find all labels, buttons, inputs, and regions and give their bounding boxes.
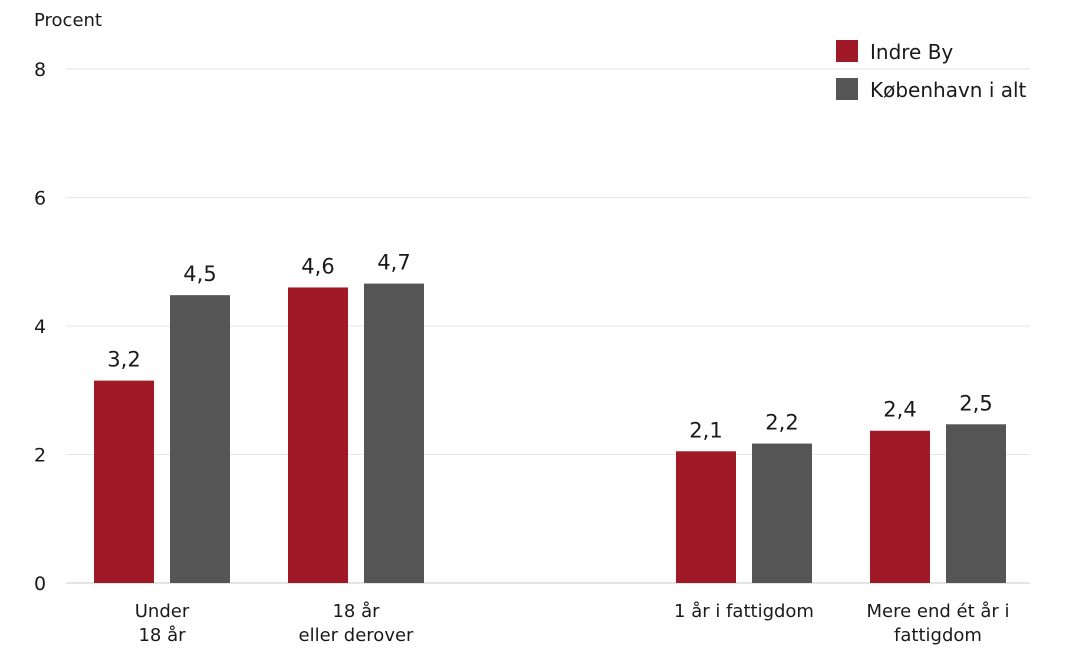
data-label: 2,2	[765, 411, 798, 435]
data-label: 2,1	[689, 418, 722, 442]
data-label: 4,7	[377, 251, 410, 275]
x-axis-categories: Under 18 år 18 år eller derover 1 år i fatti…	[135, 601, 1010, 646]
bar	[870, 430, 930, 583]
bar	[752, 443, 812, 583]
y-tick-label: 2	[34, 445, 46, 467]
bar	[170, 295, 230, 583]
category-label: Under	[135, 601, 190, 622]
category-label: eller derover	[299, 625, 415, 646]
bar	[364, 283, 424, 583]
y-axis-label: Procent	[34, 10, 102, 31]
category-label: Mere end ét år i	[866, 601, 1009, 622]
y-axis-ticks: 0 2 4 6 8	[34, 59, 46, 595]
bar	[946, 424, 1006, 583]
data-label: 3,2	[107, 348, 140, 372]
legend: Indre By København i alt	[836, 40, 1027, 102]
bar	[676, 451, 736, 583]
category-label: 18 år	[332, 601, 380, 622]
legend-swatch	[836, 78, 858, 100]
category-label: fattigdom	[894, 625, 982, 646]
legend-label: Indre By	[870, 40, 953, 64]
y-tick-label: 4	[34, 316, 46, 338]
data-label: 2,4	[883, 398, 916, 422]
data-labels: 3,2 4,5 4,6 4,7 2,1 2,2 2,4 2,5	[107, 251, 992, 443]
y-tick-label: 6	[34, 188, 46, 210]
legend-label: København i alt	[870, 78, 1027, 102]
legend-swatch	[836, 40, 858, 62]
y-tick-label: 8	[34, 59, 46, 81]
data-label: 4,6	[301, 254, 334, 278]
data-label: 4,5	[183, 262, 216, 286]
data-label: 2,5	[959, 391, 992, 415]
category-label: 1 år i fattigdom	[674, 601, 814, 622]
bars	[94, 283, 1006, 583]
bar	[94, 380, 154, 583]
category-label: 18 år	[138, 625, 186, 646]
y-tick-label: 0	[34, 573, 46, 595]
bar	[288, 287, 348, 583]
